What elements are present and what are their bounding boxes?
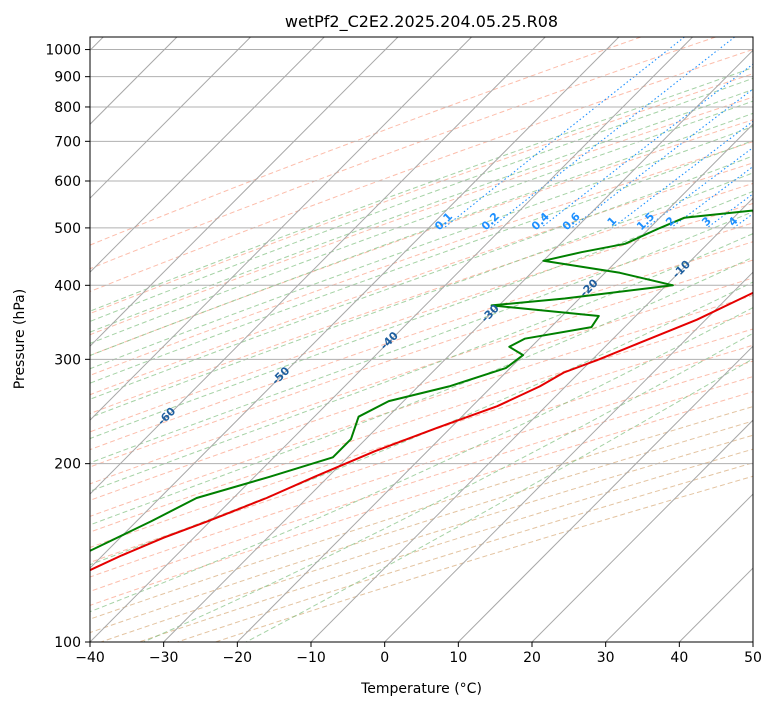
x-tick-label: −20 [223,650,253,666]
dry-adiabat-line [90,391,753,606]
plot-frame [89,36,754,643]
x-tick-label: 20 [523,650,541,666]
dry-adiabat-line [90,406,753,620]
mixing-ratio-line [611,120,753,229]
isotherm-line [236,123,753,642]
dry-adiabat-line [100,434,753,642]
isotherm-line [90,37,251,199]
y-tick-label: 300 [54,352,81,368]
isotherm-line [90,37,693,642]
isotherm-line [90,37,620,569]
chart-title: wetPf2_C2E2.2025.204.05.25.R08 [285,12,558,32]
moist-adiabat-line [90,67,753,312]
x-axis: −40 −30 −20 −10 0 10 20 30 40 50 [75,642,762,666]
x-tick-label: 30 [597,650,615,666]
x-tick-label: −10 [296,650,326,666]
dry-adiabat-line [138,448,753,642]
x-tick-label: 40 [670,650,688,666]
isotherm-line [90,37,399,347]
y-tick-label: 600 [54,174,81,190]
y-tick-label: 200 [54,457,81,473]
moist-adiabat-line [90,211,753,464]
isotherm-gridlines [90,37,753,642]
dry-adiabat-line [90,96,753,336]
dry-adiabat-line [90,141,753,376]
x-tick-label: 10 [449,650,467,666]
dry-adiabat-line [90,222,753,451]
moist-adiabat-line [90,256,753,526]
y-axis-label: Pressure (hPa) [12,289,28,389]
mixing-ratio-line [571,88,753,229]
dewpoint-profile-line [90,209,753,552]
moist-adiabat-line [90,307,753,613]
dry-adiabat-line [90,420,753,634]
dry-adiabat-line [90,119,753,356]
isotherm-line [90,37,546,495]
dry-adiabat-line [90,182,753,415]
isotherm-line [310,197,753,642]
y-tick-label: 800 [54,100,81,116]
y-tick-label: 100 [54,635,81,651]
isotherm-line [531,419,753,642]
dry-adiabat-line [90,311,753,533]
moist-adiabat-line [142,332,753,642]
mixing-ratio-line [670,165,753,229]
sounding-profiles [90,209,753,572]
moist-adiabat-line [90,190,753,440]
moist-adiabat-line [90,100,753,344]
isotherm-line [384,271,753,642]
moist-adiabat-line [90,77,753,322]
y-tick-label: 500 [54,221,81,237]
dry-adiabat-line [90,259,753,485]
x-tick-label: −40 [75,650,105,666]
moist-adiabat-line [90,172,753,419]
dry-adiabat-line [90,277,753,501]
moist-adiabat-line [90,155,753,400]
x-tick-label: 0 [380,650,389,666]
isotherm-line [90,37,325,273]
mixing-ratio-line [540,63,753,229]
x-axis-label: Temperature (°C) [360,681,482,697]
isotherm-line [163,49,753,642]
y-tick-label: 700 [54,134,81,150]
isotherm-line [605,493,753,642]
temperature-profile-line [90,291,753,572]
isotherm-line [90,37,472,421]
mixing-ratio-lines [443,37,753,229]
y-axis: 100 200 300 400 500 600 700 800 900 1000 [45,43,90,651]
x-tick-label: 50 [744,650,762,666]
isobar-gridlines [90,49,753,642]
y-tick-label: 900 [54,70,81,86]
isotherm-line [457,345,753,642]
y-tick-label: 1000 [45,43,81,59]
dry-adiabat-line [90,344,753,563]
x-tick-label: −30 [149,650,179,666]
y-tick-label: 400 [54,278,81,294]
dry-adiabat-line [90,328,753,548]
